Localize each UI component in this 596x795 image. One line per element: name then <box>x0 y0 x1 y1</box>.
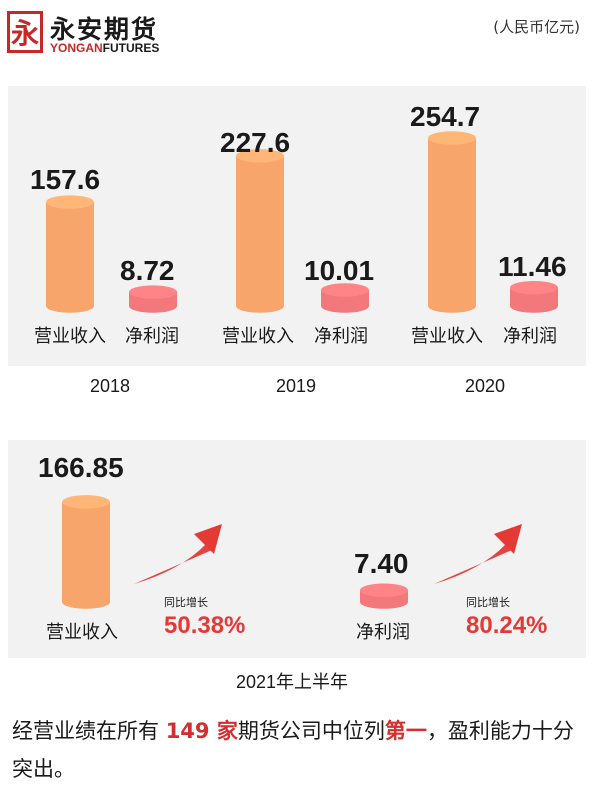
h1-profit-bar <box>360 583 408 609</box>
revenue-value-2020: 254.7 <box>410 101 481 132</box>
year-label-2020: 2020 <box>465 376 506 396</box>
h1-revenue-label: 营业收入 <box>46 622 118 643</box>
h1-profit-growth-label: 同比增长 <box>466 596 510 609</box>
brand-name-cn: 永安期货 <box>50 15 159 44</box>
h1-profit-value: 7.40 <box>354 548 409 579</box>
growth-arrow-icon <box>134 524 222 584</box>
h1-2021-chart <box>62 495 522 609</box>
brand-logo: 永 永安期货 YONGANFUTURES <box>6 8 166 58</box>
h1-revenue-value: 166.85 <box>38 452 124 483</box>
profit-value-2018: 8.72 <box>120 255 175 286</box>
profit-bar-2019 <box>321 283 369 313</box>
summary-highlight-count: 149 家 <box>165 719 238 743</box>
revenue-value-2018: 157.6 <box>30 164 101 195</box>
revenue-value-2019: 227.6 <box>220 127 291 158</box>
summary-part2: 期货公司中位列 <box>237 719 385 743</box>
h1-profit-growth-value: 80.24% <box>466 612 548 639</box>
revenue-bar-2018 <box>46 195 94 313</box>
svg-text:永: 永 <box>11 17 39 50</box>
profit-value-2020: 11.46 <box>498 251 567 282</box>
h1-revenue-growth-label: 同比增长 <box>164 596 208 609</box>
summary-part1: 经营业绩在所有 <box>12 719 166 743</box>
growth-arrow-icon <box>434 524 522 584</box>
summary-part3: ，盈利能力十分突出。 <box>12 719 574 781</box>
summary-text: 经营业绩在所有 149 家期货公司中位列第一，盈利能力十分突出。 <box>12 712 587 788</box>
profit-label-2020: 净利润 <box>503 326 557 347</box>
annual-chart <box>46 131 558 313</box>
brand-name-en: YONGANFUTURES <box>50 41 159 55</box>
revenue-label-2020: 营业收入 <box>411 326 483 347</box>
h1-revenue-growth-value: 50.38% <box>164 612 246 639</box>
revenue-label-2018: 营业收入 <box>34 326 106 347</box>
profit-value-2019: 10.01 <box>304 255 375 286</box>
h1-2021-title: 2021年上半年 <box>236 672 349 692</box>
revenue-bar-2019 <box>236 149 284 313</box>
brand-name-en-part2: FUTURES <box>102 41 160 55</box>
h1-profit-label: 净利润 <box>356 622 410 643</box>
annual-chart-panel <box>8 86 586 366</box>
profit-label-2019: 净利润 <box>314 326 368 347</box>
profit-bar-2020 <box>510 280 558 313</box>
brand-name-en-part1: YONGAN <box>50 41 103 55</box>
profit-bar-2018 <box>129 285 177 313</box>
h1-revenue-bar <box>62 495 110 609</box>
profit-label-2018: 净利润 <box>125 326 179 347</box>
revenue-bar-2020 <box>428 131 476 313</box>
unit-note: (人民币亿元) <box>493 18 580 36</box>
summary-highlight-rank: 第一 <box>384 719 427 743</box>
year-label-2018: 2018 <box>90 376 131 396</box>
year-label-2019: 2019 <box>276 376 317 396</box>
yongan-logo-icon: 永 <box>7 11 43 53</box>
revenue-label-2019: 营业收入 <box>222 326 294 347</box>
